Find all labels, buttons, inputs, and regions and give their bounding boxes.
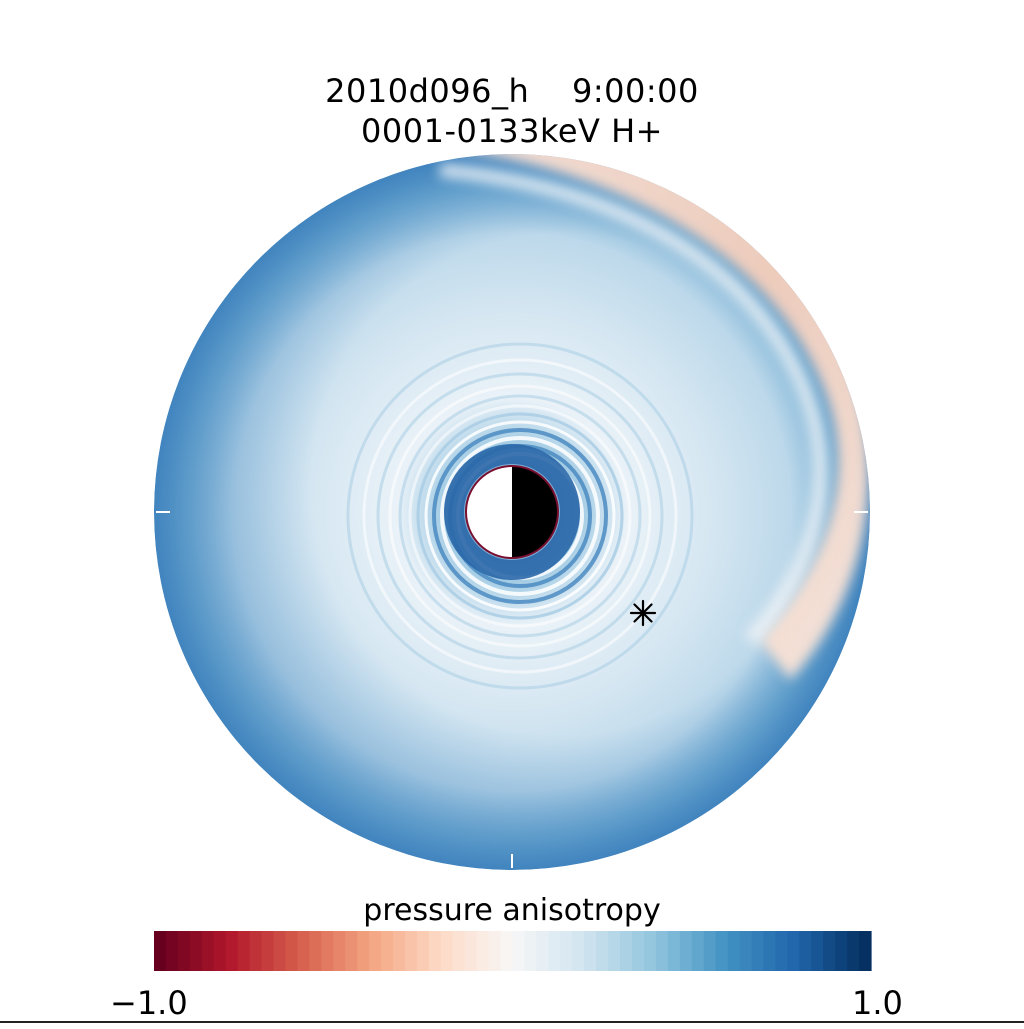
- chart-subtitle: 0001-0133keV H+: [361, 112, 663, 150]
- structure-ring: [416, 412, 624, 620]
- colorbar-swatch: [560, 931, 573, 971]
- colorbar-swatch: [464, 931, 478, 971]
- inner-annulus: [444, 444, 580, 580]
- colorbar-swatch: [416, 931, 430, 971]
- colorbar-swatch: [500, 931, 514, 971]
- planet-night-side: [512, 466, 558, 558]
- colorbar-swatch: [261, 931, 275, 971]
- colorbar-swatch: [237, 931, 251, 971]
- bottom-divider: [0, 1021, 1024, 1023]
- colorbar-label: pressure anisotropy: [363, 893, 661, 928]
- colorbar-swatch: [655, 931, 669, 971]
- colorbar-swatch: [787, 931, 800, 971]
- heatmap-disk: [154, 154, 870, 870]
- colorbar-swatch: [584, 931, 597, 971]
- colorbar-swatch: [596, 931, 609, 971]
- colorbar-swatch: [154, 931, 167, 971]
- structure-ring: [440, 436, 600, 596]
- colorbar-swatch: [859, 931, 872, 971]
- structure-ring: [388, 384, 652, 648]
- colorbar-swatch: [428, 931, 442, 971]
- colorbar-swatch: [643, 931, 657, 971]
- colorbar-swatch: [572, 931, 585, 971]
- colorbar-swatch: [345, 931, 358, 971]
- colorbar-swatch: [393, 931, 406, 971]
- colorbar-swatch: [739, 931, 753, 971]
- colorbar-swatch: [440, 931, 454, 971]
- colorbar-swatch: [201, 931, 215, 971]
- structure-ring: [424, 420, 616, 612]
- structure-ring: [362, 358, 678, 674]
- colorbar-swatch: [512, 931, 526, 971]
- colorbar-swatch: [751, 931, 765, 971]
- colorbar-swatch: [476, 931, 490, 971]
- negative-anisotropy-arc: [455, 154, 870, 680]
- structure-ring: [398, 394, 642, 638]
- colorbar-swatch: [620, 931, 633, 971]
- colorbar-swatch: [775, 931, 788, 971]
- colorbar-swatch: [333, 931, 346, 971]
- colorbar-swatch: [524, 931, 537, 971]
- colorbar-swatch: [177, 931, 191, 971]
- structure-ring: [376, 372, 664, 660]
- colorbar-swatch: [321, 931, 334, 971]
- asterisk-marker: [629, 599, 657, 627]
- colorbar-swatch: [835, 931, 848, 971]
- asterisk-stroke: [633, 603, 653, 623]
- colorbar-swatch: [727, 931, 741, 971]
- colorbar-swatch: [811, 931, 824, 971]
- colorbar-swatch: [548, 931, 561, 971]
- colorbar-swatch: [285, 931, 298, 971]
- colorbar-swatch: [165, 931, 179, 971]
- colorbar-swatch: [608, 931, 621, 971]
- colorbar-swatch: [536, 931, 549, 971]
- colorbar-min-label: −1.0: [110, 984, 188, 1022]
- colorbar: [154, 931, 872, 971]
- chart-title: 2010d096_h 9:00:00: [325, 72, 699, 110]
- colorbar-swatch: [799, 931, 812, 971]
- colorbar-swatch: [273, 931, 287, 971]
- colorbar-swatch: [823, 931, 836, 971]
- colorbar-swatch: [213, 931, 227, 971]
- colorbar-swatch: [703, 931, 717, 971]
- colorbar-swatch: [249, 931, 263, 971]
- colorbar-swatch: [225, 931, 239, 971]
- structure-ring: [432, 428, 608, 604]
- colorbar-swatch: [679, 931, 693, 971]
- colorbar-swatch: [715, 931, 729, 971]
- planet-outline: [465, 465, 559, 559]
- colorbar-swatch: [189, 931, 203, 971]
- colorbar-swatch: [404, 931, 418, 971]
- colorbar-swatch: [632, 931, 645, 971]
- colorbar-swatch: [369, 931, 382, 971]
- colorbar-swatch: [488, 931, 502, 971]
- colorbar-swatch: [297, 931, 310, 971]
- transition-band: [439, 163, 828, 645]
- colorbar-swatch: [309, 931, 322, 971]
- colorbar-swatch: [763, 931, 776, 971]
- colorbar-swatch: [452, 931, 466, 971]
- colorbar-swatch: [691, 931, 705, 971]
- colorbar-swatch: [381, 931, 394, 971]
- colorbar-swatch: [667, 931, 681, 971]
- structure-ring: [408, 404, 632, 628]
- colorbar-swatch: [357, 931, 370, 971]
- structure-ring: [346, 342, 694, 690]
- colorbar-max-label: 1.0: [852, 984, 903, 1022]
- colorbar-swatch: [847, 931, 860, 971]
